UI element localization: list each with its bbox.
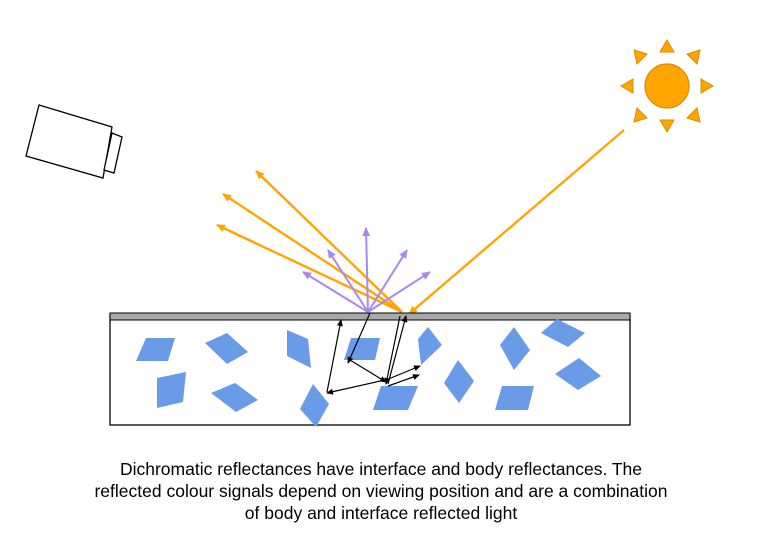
body-reflected-ray	[362, 227, 371, 313]
pigment-particle	[211, 383, 258, 412]
internal-scattering-paths	[326, 312, 421, 395]
pigment-particle	[136, 338, 175, 361]
pigment-particle	[500, 327, 530, 370]
scatter-arrow	[349, 359, 387, 383]
pigment-particle	[555, 358, 601, 390]
pigment-particle	[418, 327, 442, 365]
interface-reflected-ray	[216, 223, 403, 314]
pigment-particle	[373, 386, 418, 410]
scatter-arrow	[326, 319, 343, 393]
diagram-caption: Dichromatic reflectances have interface …	[20, 458, 742, 524]
pigment-particle	[287, 330, 311, 368]
pigment-particle	[344, 338, 380, 360]
caption-line-3: of body and interface reflected light	[244, 503, 518, 523]
pigment-particle	[300, 384, 329, 427]
body-reflected-ray	[327, 249, 369, 313]
interface-reflected-rays	[216, 170, 403, 314]
caption-line-1: Dichromatic reflectances have interface …	[119, 459, 643, 479]
pigment-particle	[495, 386, 534, 410]
body-reflected-ray	[302, 271, 369, 313]
scatter-arrow	[347, 312, 371, 364]
pigment-particle	[157, 372, 186, 408]
body-reflected-ray	[367, 271, 431, 313]
pigment-particle	[205, 333, 248, 364]
scatter-arrow	[384, 315, 401, 385]
caption-line-2: reflected colour signals depend on viewi…	[94, 481, 668, 501]
camera-icon	[25, 104, 123, 179]
scatter-arrow	[326, 379, 386, 395]
interface-reflected-ray	[222, 192, 403, 314]
pigment-particle	[444, 360, 474, 403]
pigment-particles	[136, 319, 601, 427]
pigment-particle	[541, 319, 585, 347]
body-reflected-ray	[367, 249, 408, 313]
scatter-arrow	[387, 374, 420, 387]
sun-icon	[620, 39, 714, 133]
body-reflected-rays	[302, 227, 431, 313]
incident-light-ray	[408, 129, 625, 315]
interface-reflected-ray	[255, 170, 403, 313]
scatter-arrow	[385, 365, 421, 381]
scatter-arrow	[387, 315, 408, 385]
